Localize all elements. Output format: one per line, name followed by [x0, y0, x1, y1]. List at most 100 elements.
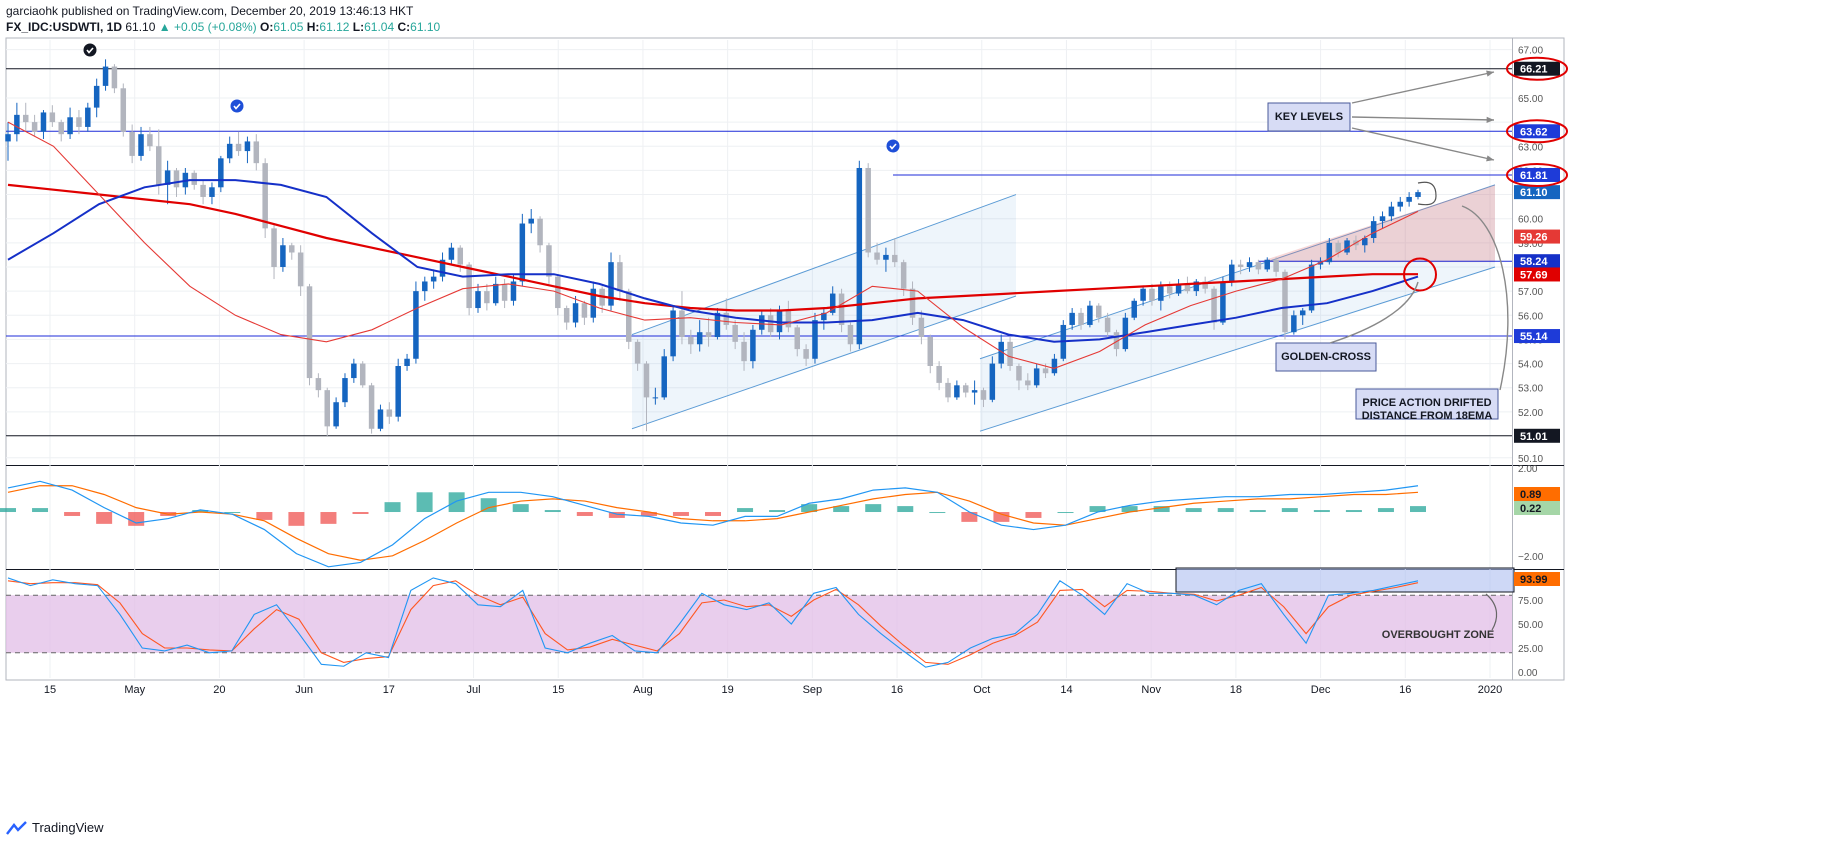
candle-body	[1388, 206, 1395, 217]
macd-histogram-bar	[96, 512, 113, 524]
candle-body	[218, 158, 224, 188]
candle-body	[235, 143, 242, 152]
symbol-name[interactable]: FX_IDC:USDWTI, 1D	[6, 20, 123, 34]
x-tick-label: Dec	[1311, 684, 1331, 696]
y-tick-label: 56.00	[1518, 311, 1543, 322]
x-tick-label: 16	[1399, 684, 1411, 696]
candle-body	[1158, 286, 1164, 301]
highlight-circle	[1506, 162, 1568, 187]
x-tick-label: 17	[383, 684, 395, 696]
candle-body	[1007, 341, 1013, 366]
arrow-to-63-head	[1486, 116, 1494, 123]
candle-body	[448, 247, 455, 260]
candle-body	[1220, 281, 1226, 323]
candle-body	[226, 143, 233, 159]
candle-body	[22, 114, 29, 123]
candle-body	[1042, 368, 1049, 374]
candle-body	[634, 341, 641, 364]
highlight-circle	[1506, 56, 1568, 81]
candle-body	[696, 332, 703, 345]
price-label-bg	[1514, 61, 1560, 76]
highlight-circle	[1506, 119, 1568, 144]
macd-histogram-bar	[224, 512, 241, 514]
candle-body	[31, 122, 38, 132]
candle-body	[750, 329, 756, 362]
candle-body	[120, 88, 127, 132]
candle-body	[1149, 288, 1155, 301]
low-label: L:	[352, 20, 365, 34]
candle-body	[759, 315, 765, 330]
key-levels-label-text: KEY LEVELS	[1275, 111, 1343, 123]
candle-body	[962, 385, 969, 393]
candle-body	[85, 107, 91, 127]
candle-body	[1087, 305, 1093, 325]
candle-body	[164, 170, 171, 185]
brand-label: TradingView	[32, 820, 104, 835]
x-tick-label: 14	[1060, 684, 1072, 696]
stoch-k-line	[7, 577, 1419, 668]
candle-body	[661, 356, 667, 398]
candle-body	[484, 291, 490, 304]
candle-body	[1237, 264, 1244, 267]
stoch-tick-label: 50.00	[1518, 620, 1543, 631]
candle-body	[927, 337, 934, 366]
candle-body	[351, 363, 357, 379]
candle-body	[173, 170, 180, 188]
price-change: ▲ +0.05 (+0.08%)	[158, 20, 257, 34]
candle-body	[1131, 300, 1137, 318]
candle-body	[643, 363, 650, 398]
macd-histogram-bar	[865, 504, 882, 513]
stoch-tick-label: 0.00	[1518, 668, 1538, 679]
price-label-bg	[1514, 124, 1560, 139]
candle-body	[466, 264, 472, 309]
candle-body	[847, 324, 854, 345]
macd-histogram-bar	[576, 512, 593, 516]
candle-body	[1299, 310, 1306, 316]
macd-histogram-bar	[640, 512, 657, 516]
candle-body	[404, 358, 410, 366]
candle-body	[652, 397, 659, 399]
macd-value-label: 0.89	[1520, 489, 1541, 501]
channel-autumn	[980, 184, 1495, 432]
macd-histogram-bar	[0, 508, 16, 513]
macd-histogram-bar	[929, 512, 946, 514]
candle-body	[1069, 312, 1075, 325]
candle-body	[1096, 305, 1102, 318]
x-tick-label: Sep	[803, 684, 823, 696]
candle-body	[271, 228, 277, 267]
candle-body	[191, 172, 197, 185]
ema-200-line	[7, 183, 1418, 312]
candle-body	[1264, 259, 1270, 270]
candle-body	[368, 385, 375, 429]
candle-body	[829, 293, 836, 313]
candle-body	[315, 378, 322, 391]
candle-body	[359, 363, 366, 386]
macd-histogram-bar	[256, 512, 273, 520]
candle-body	[1326, 242, 1333, 263]
candle-body	[980, 390, 987, 400]
candle-body	[1370, 221, 1377, 239]
x-tick-label: 20	[213, 684, 225, 696]
candle-body	[732, 324, 738, 342]
candle-body	[1229, 264, 1235, 282]
macd-histogram-bar	[737, 508, 754, 513]
y-tick-label: 52.00	[1518, 408, 1543, 419]
x-tick-label: 18	[1230, 684, 1242, 696]
price-chart[interactable]: 15 May 20 Jun 17 Jul 15 Aug 19 Sep 16 Oct 14 Nov 18 Dec…	[0, 0, 1828, 820]
swing-marker-icon	[230, 99, 244, 113]
y-tick-label: 57.00	[1518, 287, 1543, 298]
candle-body	[945, 382, 951, 398]
candle-body	[58, 122, 64, 135]
price-label-bg	[1514, 428, 1560, 443]
candle-body	[546, 245, 552, 277]
candle-body	[253, 141, 260, 164]
candle-body	[537, 218, 543, 246]
candle-body	[892, 254, 898, 263]
drift-label-box	[1355, 388, 1499, 420]
y-tick-label: 59.00	[1518, 239, 1543, 250]
footer-brand[interactable]: TradingView	[6, 820, 104, 835]
x-tick-label: Jun	[295, 684, 313, 696]
candle-body	[705, 332, 712, 338]
arrow-golden-cross	[1329, 281, 1419, 344]
golden-cross-circle	[1403, 257, 1437, 292]
